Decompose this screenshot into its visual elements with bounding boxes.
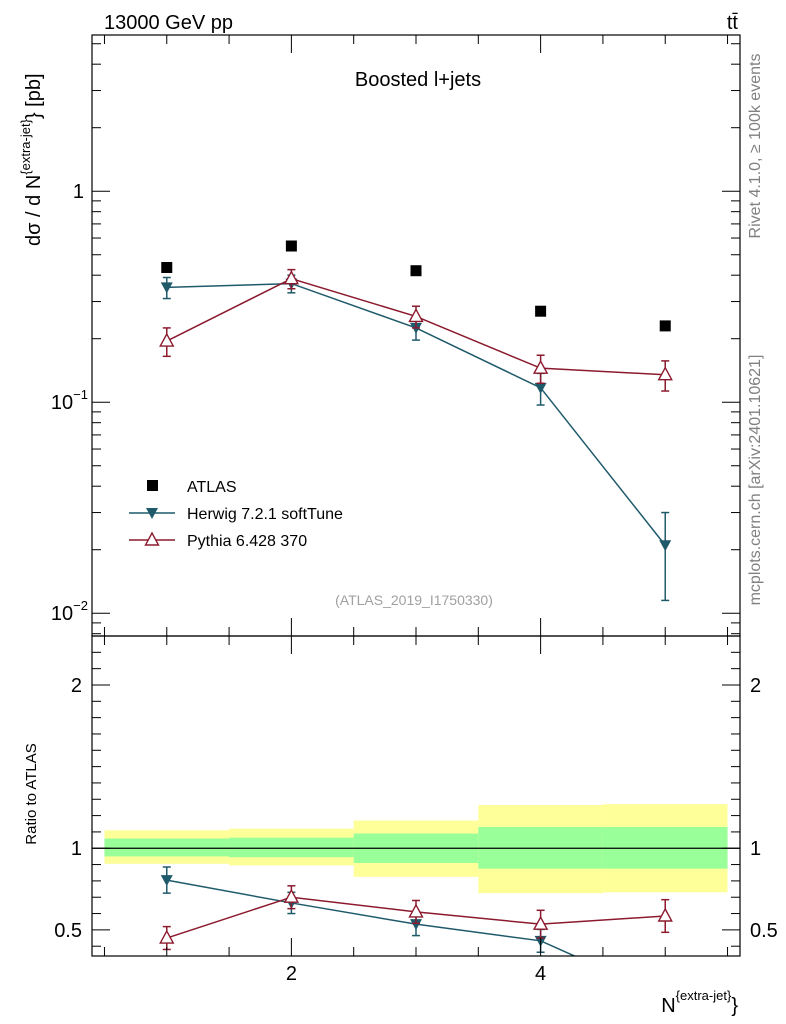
ratio-y-tick-label-right: 2 <box>750 675 761 697</box>
header-energy-label: 13000 GeV pp <box>104 12 233 34</box>
x-label-close: } <box>731 995 738 1017</box>
ratio-y-tick-label: 1 <box>71 838 82 860</box>
y-label-unit: } [pb] <box>23 73 45 119</box>
main-y-tick-label: 1 <box>73 181 84 203</box>
main-atlas-point <box>535 305 547 317</box>
main-y-tick-label-exponent: −2 <box>73 598 88 613</box>
x-label-main: N <box>661 995 675 1017</box>
ratio-stat-band <box>229 837 354 858</box>
ratio-pythia-point <box>408 903 424 918</box>
ratio-herwig-point <box>160 875 173 887</box>
x-label-sup: {extra-jet} <box>676 988 732 1003</box>
main-panel: 110−110−2 Boosted l+jets (ATLAS_2019_I17… <box>18 34 741 637</box>
legend-marker-atlas <box>147 480 158 491</box>
main-herwig-point <box>160 282 173 294</box>
y-label-main: dσ / d N <box>23 175 45 246</box>
main-pythia-point <box>408 307 424 323</box>
ratio-y-tick-label-right: 1 <box>750 838 761 860</box>
main-y-tick-label-base: 10 <box>51 603 73 625</box>
main-pythia-point <box>532 359 549 374</box>
main-atlas-point <box>285 240 297 252</box>
main-atlas-point <box>161 262 173 274</box>
ratio-pythia-point <box>532 915 549 930</box>
main-herwig-point <box>534 382 547 394</box>
x-tick-label: 4 <box>535 963 546 985</box>
rivet-version-label: Rivet 4.1.0, ≥ 100k events <box>747 54 764 239</box>
ratio-y-tick-label: 0.5 <box>54 920 82 942</box>
ratio-pythia-point <box>657 907 673 922</box>
main-herwig-point <box>659 540 672 552</box>
main-y-tick-label: 10−1 <box>51 387 88 414</box>
legend-marker-pythia <box>144 531 160 546</box>
legend-label-atlas: ATLAS <box>187 479 237 496</box>
main-y-tick-label: 10−2 <box>51 598 88 625</box>
ratio-y-tick-label: 2 <box>71 675 82 697</box>
x-axis-label: N{extra-jet}} <box>661 988 738 1017</box>
mcplots-reference-label: mcplots.cern.ch [arXiv:2401.10621] <box>747 355 764 606</box>
main-y-axis-label: dσ / d N{extra-jet}} [pb] <box>18 73 45 246</box>
main-y-tick-label-base: 1 <box>73 181 84 203</box>
main-pythia-point <box>283 270 300 285</box>
ratio-y-axis-label: Ratio to ATLAS <box>23 743 40 844</box>
ratio-herwig-point <box>410 919 422 931</box>
y-label-sup: {extra-jet} <box>18 118 33 174</box>
ratio-pythia-point <box>159 929 175 944</box>
ratio-y-tick-label-right: 0.5 <box>750 920 778 942</box>
legend-label-herwig: Herwig 7.2.1 softTune <box>187 506 343 523</box>
analysis-tag: (ATLAS_2019_I1750330) <box>335 592 493 608</box>
ratio-pythia-point <box>283 888 300 903</box>
x-tick-label: 2 <box>286 963 297 985</box>
header-process-label: tt̄ <box>727 12 739 34</box>
main-atlas-point <box>410 265 422 277</box>
ratio-herwig-line <box>166 879 577 956</box>
main-pythia-point <box>657 366 673 381</box>
legend: ATLAS Herwig 7.2.1 softTune Pythia 6.428… <box>129 479 343 550</box>
main-pythia-point <box>159 332 175 347</box>
ratio-stat-band <box>104 838 230 857</box>
main-atlas-point <box>659 320 671 332</box>
svg-text:dσ / d N{extra-jet}} [pb]: dσ / d N{extra-jet}} [pb] <box>18 73 45 246</box>
main-title: Boosted l+jets <box>355 69 481 91</box>
main-y-tick-label-exponent: −1 <box>73 387 88 402</box>
legend-label-pythia: Pythia 6.428 370 <box>187 533 307 550</box>
ratio-panel: 2 2 1 1 0.5 0.5 2 4 Ratio to ATLAS N{extra-jet}… <box>23 635 778 1017</box>
legend-marker-herwig <box>146 508 158 519</box>
main-y-tick-label-base: 10 <box>51 392 73 414</box>
